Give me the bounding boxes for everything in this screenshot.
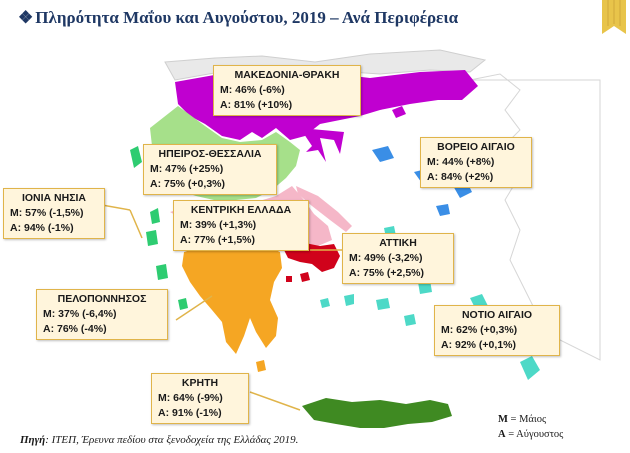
thasos-island bbox=[392, 106, 406, 118]
region-name: ΝΟΤΙΟ ΑΙΓΑΙΟ bbox=[461, 309, 533, 321]
region-name: ΚΡΗΤΗ bbox=[181, 377, 219, 389]
region-name: ΜΑΚΕΔΟΝΙΑ-ΘΡΑΚΗ bbox=[234, 69, 340, 81]
page-title: ❖ Πληρότητα Μαΐου και Αυγούστου, 2019 – Α… bbox=[18, 8, 458, 28]
region-crete bbox=[302, 398, 452, 428]
legend-august: Α = Αύγουστος bbox=[498, 427, 563, 442]
title-text: Πληρότητα Μαΐου και Αυγούστου, 2019 – Αν… bbox=[35, 8, 459, 27]
may-value: Μ: 39% (+1,3%) bbox=[180, 219, 257, 231]
august-value: Α: 76% (-4%) bbox=[43, 323, 107, 335]
august-value: Α: 84% (+2%) bbox=[427, 171, 494, 183]
region-box-crete: ΚΡΗΤΗ Μ: 64% (-9%) Α: 91% (-1%) bbox=[151, 373, 249, 424]
legend-august-label: = Αύγουστος bbox=[505, 429, 564, 440]
region-box-central-greece: ΚΕΝΤΡΙΚΗ ΕΛΛΑΔΑ Μ: 39% (+1,3%) Α: 77% (+… bbox=[173, 200, 309, 251]
evia-island bbox=[296, 186, 352, 232]
attica-islands bbox=[286, 272, 310, 282]
region-box-epirus-thessaly: ΗΠΕΙΡΟΣ-ΘΕΣΣΑΛΙΑ Μ: 47% (+25%) Α: 75% (+… bbox=[143, 144, 277, 195]
region-name: ΒΟΡΕΙΟ ΑΙΓΑΙΟ bbox=[437, 141, 515, 153]
corner-ribbon bbox=[600, 0, 630, 36]
august-value: Α: 81% (+10%) bbox=[220, 99, 293, 111]
region-box-south-aegean: ΝΟΤΙΟ ΑΙΓΑΙΟ Μ: 62% (+0,3%) Α: 92% (+0,1… bbox=[434, 305, 560, 356]
region-name: ΗΠΕΙΡΟΣ-ΘΕΣΣΑΛΙΑ bbox=[158, 148, 262, 160]
chalkidiki-peninsula bbox=[300, 128, 344, 162]
region-box-attica: ΑΤΤΙΚΗ Μ: 49% (-3,2%) Α: 75% (+2,5%) bbox=[342, 233, 454, 284]
august-value: Α: 75% (+2,5%) bbox=[349, 267, 424, 279]
region-name: ΙΟΝΙΑ ΝΗΣΙΑ bbox=[21, 192, 87, 204]
may-value: Μ: 47% (+25%) bbox=[150, 163, 224, 175]
may-value: Μ: 62% (+0,3%) bbox=[441, 324, 518, 336]
region-ionian-islands bbox=[130, 146, 188, 310]
region-box-ionian-islands: ΙΟΝΙΑ ΝΗΣΙΑ Μ: 57% (-1,5%) Α: 94% (-1%) bbox=[3, 188, 105, 239]
legend-may: Μ = Μάιος bbox=[498, 412, 563, 427]
may-value: Μ: 57% (-1,5%) bbox=[10, 207, 84, 219]
may-value: Μ: 64% (-9%) bbox=[158, 392, 223, 404]
callout-lines bbox=[101, 204, 344, 411]
region-name: ΚΕΝΤΡΙΚΗ ΕΛΛΑΔΑ bbox=[190, 204, 292, 216]
source-text: : ΙΤΕΠ, Έρευνα πεδίου στα ξενοδοχεία της… bbox=[45, 434, 299, 446]
kythira-island bbox=[256, 360, 266, 372]
region-name: ΑΤΤΙΚΗ bbox=[379, 237, 417, 249]
title-bullet-icon: ❖ bbox=[18, 8, 34, 27]
august-value: Α: 92% (+0,1%) bbox=[441, 339, 516, 351]
may-value: Μ: 44% (+8%) bbox=[427, 156, 495, 168]
may-value: Μ: 37% (-6,4%) bbox=[43, 308, 117, 320]
august-value: Α: 91% (-1%) bbox=[158, 407, 222, 419]
region-name: ΠΕΛΟΠΟΝΝΗΣΟΣ bbox=[57, 293, 147, 305]
may-value: Μ: 46% (-6%) bbox=[220, 84, 285, 96]
turkey-outline bbox=[469, 73, 601, 361]
region-peloponnese bbox=[182, 240, 282, 354]
legend-may-label: = Μάιος bbox=[507, 414, 547, 425]
august-value: Α: 77% (+1,5%) bbox=[180, 234, 255, 246]
august-value: Α: 94% (-1%) bbox=[10, 222, 74, 234]
may-value: Μ: 49% (-3,2%) bbox=[349, 252, 423, 264]
region-box-peloponnese: ΠΕΛΟΠΟΝΝΗΣΟΣ Μ: 37% (-6,4%) Α: 76% (-4%) bbox=[36, 289, 168, 340]
map-legend: Μ = Μάιος Α = Αύγουστος bbox=[498, 412, 563, 442]
region-box-macedonia-thrace: ΜΑΚΕΔΟΝΙΑ-ΘΡΑΚΗ Μ: 46% (-6%) Α: 81% (+10… bbox=[213, 65, 361, 116]
legend-august-key: Α bbox=[498, 429, 506, 440]
region-box-north-aegean: ΒΟΡΕΙΟ ΑΙΓΑΙΟ Μ: 44% (+8%) Α: 84% (+2%) bbox=[420, 137, 532, 188]
source-label: Πηγή bbox=[20, 434, 46, 446]
legend-may-key: Μ bbox=[498, 414, 508, 425]
august-value: Α: 75% (+0,3%) bbox=[150, 178, 225, 190]
source-note: Πηγή: ΙΤΕΠ, Έρευνα πεδίου στα ξενοδοχεία… bbox=[20, 434, 298, 446]
